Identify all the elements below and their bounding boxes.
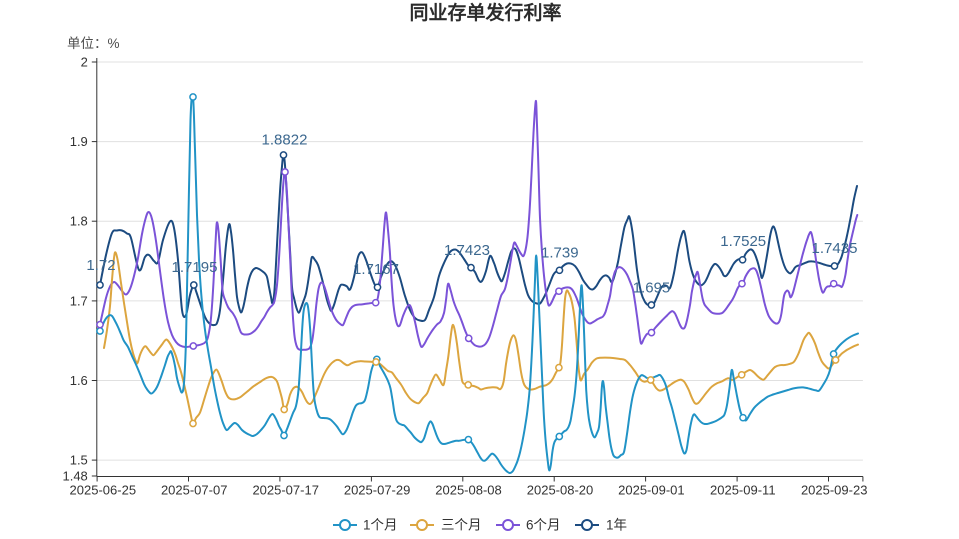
svg-text:1.7: 1.7 [70,293,88,308]
svg-text:2025-07-17: 2025-07-17 [252,483,319,498]
svg-text:1.48: 1.48 [62,469,87,484]
svg-text:1个月: 1个月 [363,518,398,533]
svg-text:同业存单发行利率: 同业存单发行利率 [409,1,561,24]
svg-text:1.7195: 1.7195 [172,259,218,276]
svg-text:1.6: 1.6 [70,373,88,388]
svg-text:单位：%: 单位：% [67,36,120,51]
svg-text:2025-08-20: 2025-08-20 [527,483,594,498]
svg-text:1.72: 1.72 [86,257,115,274]
svg-text:2025-09-11: 2025-09-11 [710,483,776,498]
svg-text:6个月: 6个月 [526,518,561,533]
svg-text:1.5: 1.5 [70,453,88,468]
svg-text:三个月: 三个月 [441,518,482,533]
svg-text:1.739: 1.739 [541,245,579,262]
svg-text:2025-07-29: 2025-07-29 [344,483,411,498]
svg-text:1.7525: 1.7525 [720,233,766,250]
svg-text:2025-09-23: 2025-09-23 [801,483,868,498]
svg-text:2: 2 [81,55,88,70]
svg-text:1.8822: 1.8822 [262,132,308,149]
svg-text:1.7167: 1.7167 [353,261,399,278]
svg-text:1.7435: 1.7435 [812,240,858,257]
svg-text:1.695: 1.695 [633,280,671,297]
svg-text:1.7423: 1.7423 [444,242,490,259]
svg-text:1年: 1年 [606,518,627,533]
svg-text:2025-07-07: 2025-07-07 [161,483,228,498]
svg-text:2025-08-08: 2025-08-08 [435,483,502,498]
svg-text:2025-09-01: 2025-09-01 [618,483,685,498]
svg-text:2025-06-25: 2025-06-25 [70,483,137,498]
svg-text:1.8: 1.8 [70,214,88,229]
svg-text:1.9: 1.9 [70,134,88,149]
